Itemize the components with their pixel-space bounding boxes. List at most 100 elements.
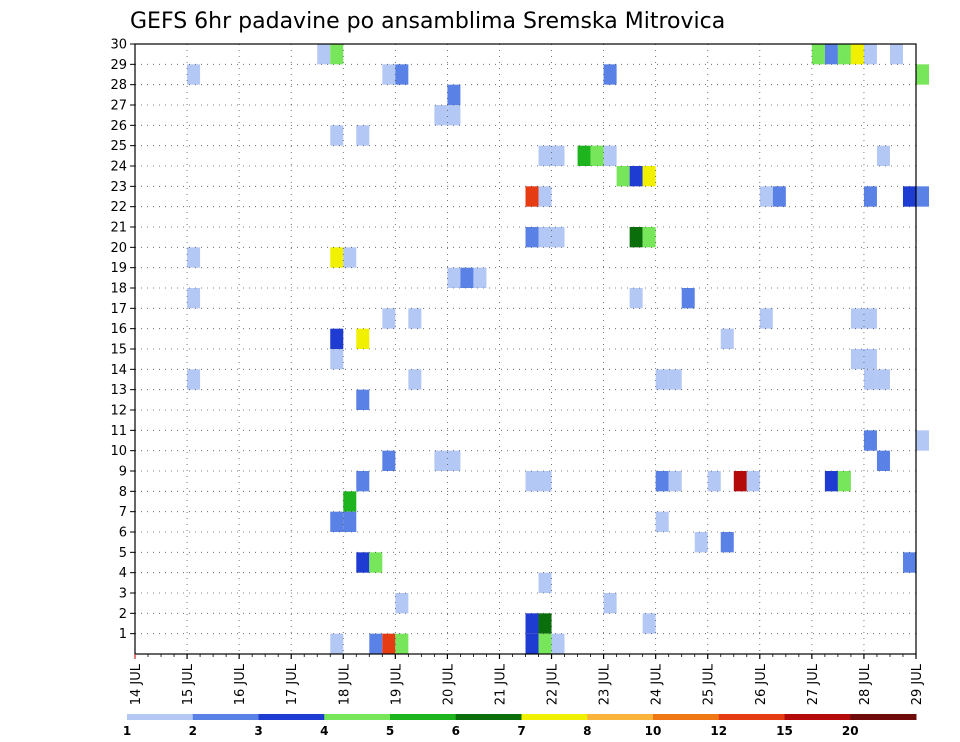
x-tick-label: 20 JUL	[441, 663, 456, 705]
precip-cell	[603, 64, 617, 85]
precip-cell	[824, 44, 838, 65]
precip-cell	[863, 349, 877, 370]
y-tick-label: 1	[119, 627, 127, 642]
precip-cell	[863, 369, 877, 390]
precip-cell	[616, 166, 630, 187]
colorbar-label: 3	[254, 724, 262, 738]
precip-cell	[720, 532, 734, 553]
precip-cell	[356, 552, 370, 573]
precip-cell	[876, 145, 890, 166]
y-tick-label: 28	[110, 78, 127, 93]
colorbar-swatch	[192, 714, 259, 720]
precip-cell	[395, 593, 409, 614]
x-tick-label: 16 JUL	[233, 663, 248, 705]
precip-cell	[187, 288, 201, 309]
precip-cell	[551, 633, 565, 654]
y-tick-label: 23	[110, 180, 127, 195]
precip-cell	[733, 471, 747, 492]
precip-cell	[642, 227, 656, 248]
y-tick-label: 29	[110, 58, 127, 73]
precip-cell	[629, 288, 643, 309]
precip-cell	[902, 186, 916, 207]
precip-cell	[655, 511, 669, 532]
y-axis: 1234567891011121314151617181920212223242…	[110, 38, 135, 642]
precip-cell	[538, 572, 552, 593]
y-tick-label: 10	[110, 444, 127, 459]
precip-cell	[382, 64, 396, 85]
precip-cell	[330, 349, 344, 370]
precip-cell	[720, 328, 734, 349]
y-tick-label: 17	[110, 302, 127, 317]
precip-cell	[447, 450, 461, 471]
colorbar: 1 2 3 4 5 6 7 8 10 12 15 20	[123, 714, 917, 738]
precip-cell	[538, 613, 552, 634]
precip-cell	[356, 125, 370, 146]
grid-lines	[135, 43, 916, 654]
precip-cell	[343, 247, 357, 268]
y-tick-label: 30	[110, 38, 127, 53]
precip-cell	[434, 105, 448, 126]
colorbar-label: 8	[583, 724, 591, 738]
precip-cell	[811, 44, 825, 65]
colorbar-label: 1	[123, 724, 131, 738]
precip-cell	[408, 308, 422, 329]
x-tick-label: 18 JUL	[337, 663, 352, 705]
colorbar-label: 2	[189, 724, 197, 738]
precip-cell	[863, 44, 877, 65]
colorbar-swatch	[587, 714, 654, 720]
precip-cell	[447, 267, 461, 288]
precip-cell	[330, 511, 344, 532]
y-tick-label: 16	[110, 322, 127, 337]
precip-cell	[642, 166, 656, 187]
precip-cell	[603, 593, 617, 614]
y-tick-label: 21	[110, 221, 127, 236]
precip-cell	[916, 186, 930, 207]
precip-cell	[187, 247, 201, 268]
precip-cell	[434, 450, 448, 471]
precip-cell	[408, 369, 422, 390]
y-tick-label: 26	[110, 119, 127, 134]
x-tick-label: 24 JUL	[650, 663, 665, 705]
x-tick-label: 19 JUL	[389, 663, 404, 705]
y-tick-label: 22	[110, 200, 127, 215]
precip-cell	[395, 64, 409, 85]
precip-cell	[395, 633, 409, 654]
precip-cell	[187, 369, 201, 390]
colorbar-label: 15	[776, 724, 793, 738]
precip-cell	[863, 430, 877, 451]
precip-cell	[863, 186, 877, 207]
precip-cell	[317, 44, 331, 65]
precip-cell	[525, 227, 539, 248]
x-tick-label: 21 JUL	[493, 663, 508, 705]
x-tick-label: 28 JUL	[858, 663, 873, 705]
x-tick-label: 27 JUL	[806, 663, 821, 705]
precip-cell	[629, 166, 643, 187]
precip-cell	[655, 471, 669, 492]
colorbar-swatch	[521, 714, 588, 720]
precip-cell	[343, 511, 357, 532]
precip-cell	[551, 227, 565, 248]
colorbar-label: 10	[645, 724, 662, 738]
precip-cell	[356, 389, 370, 410]
precip-cell	[850, 308, 864, 329]
precip-cell	[369, 633, 383, 654]
x-tick-label: 17 JUL	[285, 663, 300, 705]
precip-cell	[668, 369, 682, 390]
y-tick-label: 12	[110, 404, 127, 419]
precip-cells	[187, 44, 930, 654]
precip-cell	[538, 633, 552, 654]
colorbar-label: 20	[842, 724, 859, 738]
precip-cell	[850, 349, 864, 370]
y-tick-label: 3	[119, 587, 127, 602]
precip-cell	[772, 186, 786, 207]
y-tick-label: 5	[119, 546, 127, 561]
x-tick-label: 14 JUL	[129, 663, 144, 705]
precip-cell	[824, 471, 838, 492]
x-tick-label: 15 JUL	[181, 663, 196, 705]
chart-title: GEFS 6hr padavine po ansamblima Sremska …	[130, 9, 725, 34]
colorbar-swatch	[455, 714, 522, 720]
y-tick-label: 18	[110, 282, 127, 297]
y-tick-label: 15	[110, 343, 127, 358]
colorbar-swatch	[718, 714, 785, 720]
colorbar-label: 4	[320, 724, 328, 738]
